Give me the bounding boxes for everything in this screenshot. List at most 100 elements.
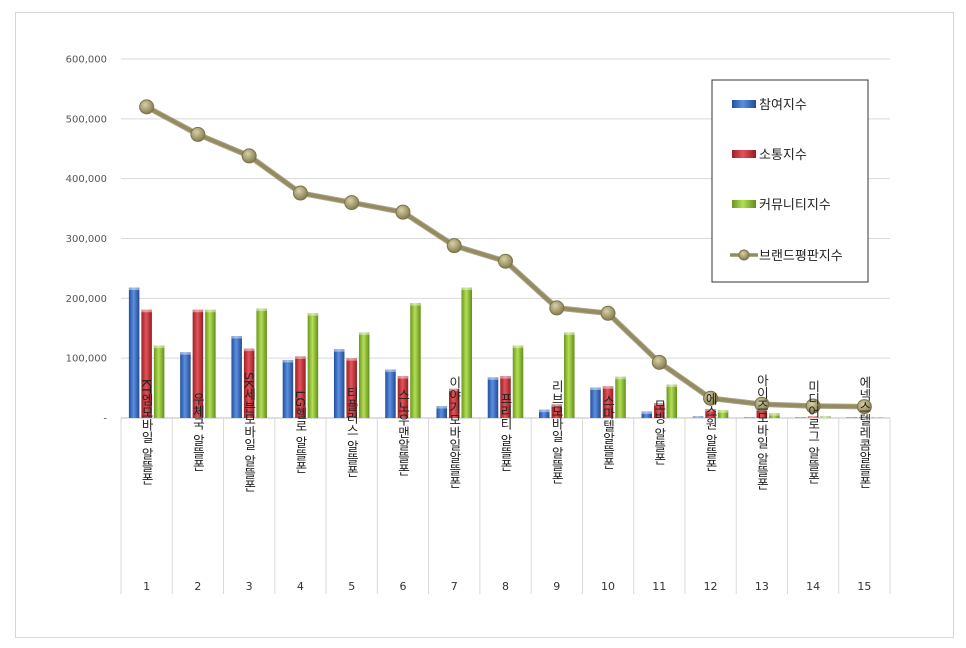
rank-number: 15 bbox=[857, 580, 871, 593]
participation-bar bbox=[795, 417, 806, 418]
communication-bar bbox=[756, 408, 768, 418]
community-bar bbox=[820, 416, 831, 418]
communication-bar-cap bbox=[551, 404, 563, 407]
community-bar bbox=[256, 308, 267, 418]
community-bar-cap bbox=[666, 384, 678, 387]
brand-index-point bbox=[703, 390, 719, 406]
category-label: KT엠모바일 알뜰폰 bbox=[139, 379, 154, 485]
brand-index-point bbox=[549, 300, 565, 316]
legend-communication-swatch bbox=[732, 150, 756, 158]
legend-brand-index-swatch-marker bbox=[738, 249, 750, 261]
category-label: 아이즈모바일 알뜰폰 bbox=[754, 374, 769, 490]
rank-number: 8 bbox=[502, 580, 509, 593]
community-bar bbox=[512, 345, 524, 418]
participation-bar-cap bbox=[539, 409, 550, 413]
communication-bar bbox=[705, 409, 716, 418]
y-tick-label: 100,000 bbox=[66, 354, 107, 365]
participation-bar bbox=[436, 406, 447, 418]
brand-index-point bbox=[190, 126, 206, 142]
communication-bar bbox=[859, 417, 870, 418]
brand-index-point bbox=[241, 148, 257, 164]
rank-number: 11 bbox=[652, 580, 666, 593]
participation-bar-cap bbox=[795, 417, 806, 418]
community-bar-cap bbox=[615, 376, 626, 380]
brand-index-point bbox=[139, 99, 155, 115]
category-label: 스마텔알뜰폰 bbox=[601, 395, 616, 470]
rank-number: 6 bbox=[399, 580, 406, 593]
rank-number: 3 bbox=[246, 580, 253, 593]
brand-index-point bbox=[856, 399, 872, 415]
participation-bar-cap bbox=[744, 417, 755, 418]
community-bar bbox=[564, 332, 575, 418]
community-bar bbox=[410, 303, 421, 418]
y-tick-label: - bbox=[103, 414, 107, 425]
participation-bar bbox=[692, 416, 704, 418]
brand-index-line bbox=[139, 99, 872, 415]
y-tick-label: 200,000 bbox=[66, 294, 107, 305]
community-bar-cap bbox=[461, 287, 472, 291]
rank-number: 10 bbox=[601, 580, 615, 593]
y-tick-label: 500,000 bbox=[66, 114, 107, 125]
legend-participation-label: 참여지수 bbox=[759, 98, 807, 113]
communication-bar bbox=[243, 348, 255, 418]
community-bar-cap bbox=[564, 332, 575, 335]
participation-bar-cap bbox=[692, 416, 704, 418]
participation-bar-cap bbox=[282, 359, 294, 363]
community-bar-cap bbox=[871, 417, 883, 418]
category-label: 리브모바일 알뜰폰 bbox=[549, 380, 564, 484]
community-bar bbox=[153, 345, 165, 418]
category-label: 프리티 알뜰폰 bbox=[498, 393, 513, 472]
brand-index-point bbox=[805, 398, 821, 414]
participation-bar bbox=[128, 287, 140, 418]
communication-bar-cap bbox=[141, 309, 152, 313]
community-bar bbox=[307, 313, 319, 418]
participation-bar bbox=[846, 417, 858, 418]
brand-index-point bbox=[600, 305, 616, 321]
rank-number: 7 bbox=[451, 580, 458, 593]
participation-bar-cap bbox=[641, 411, 653, 414]
legend-communication-label: 소통지수 bbox=[759, 148, 807, 163]
participation-bar-cap bbox=[333, 349, 345, 352]
communication-bar-cap bbox=[295, 356, 306, 359]
communication-bar-cap bbox=[192, 309, 204, 313]
category-label: 스노우맨알뜰폰 bbox=[395, 388, 410, 476]
communication-bar bbox=[448, 388, 460, 418]
communication-bar-cap bbox=[500, 376, 511, 379]
community-bar-cap bbox=[717, 410, 729, 413]
category-label: 티플러스 알뜰폰 bbox=[344, 386, 359, 477]
community-bar bbox=[205, 309, 216, 418]
community-bar-cap bbox=[410, 303, 421, 306]
brand-index-point bbox=[498, 253, 513, 269]
category-label: LG헬로 알뜰폰 bbox=[293, 390, 308, 473]
community-bar-cap bbox=[256, 308, 267, 312]
community-bar-cap bbox=[307, 313, 319, 316]
y-tick-label: 600,000 bbox=[66, 55, 107, 66]
rank-number: 14 bbox=[806, 580, 820, 593]
participation-bar bbox=[641, 411, 653, 418]
legend-community-swatch bbox=[732, 200, 756, 208]
communication-bar bbox=[346, 358, 357, 418]
community-bar bbox=[461, 287, 472, 418]
communication-bar-cap bbox=[807, 416, 819, 418]
category-labels: KT엠모바일 알뜰폰 1 우체국 알뜰폰 2 SK세븐모바일 알뜰폰 3 LG헬로 알뜰폰 4… bbox=[139, 372, 872, 593]
community-bar bbox=[358, 332, 370, 418]
participation-bar-cap bbox=[385, 369, 396, 373]
communication-bar-cap bbox=[346, 358, 357, 361]
participation-bar-cap bbox=[180, 352, 191, 355]
legend-brand-index-label: 브랜드평판지수 bbox=[759, 249, 843, 264]
community-bar-cap bbox=[153, 345, 165, 349]
category-label: 모빙 알뜰폰 bbox=[652, 399, 667, 465]
participation-bar-cap bbox=[436, 406, 447, 409]
participation-bar bbox=[333, 349, 345, 418]
participation-bar-cap bbox=[487, 377, 499, 380]
brand-index-point bbox=[446, 238, 462, 254]
communication-bar bbox=[551, 404, 563, 418]
community-bar-cap bbox=[769, 413, 780, 416]
brand-index-point bbox=[292, 185, 308, 201]
rank-number: 12 bbox=[704, 580, 718, 593]
participation-bar bbox=[282, 359, 294, 418]
participation-bar bbox=[231, 336, 242, 418]
communication-bar bbox=[807, 416, 819, 418]
communication-bar-cap bbox=[397, 376, 409, 379]
